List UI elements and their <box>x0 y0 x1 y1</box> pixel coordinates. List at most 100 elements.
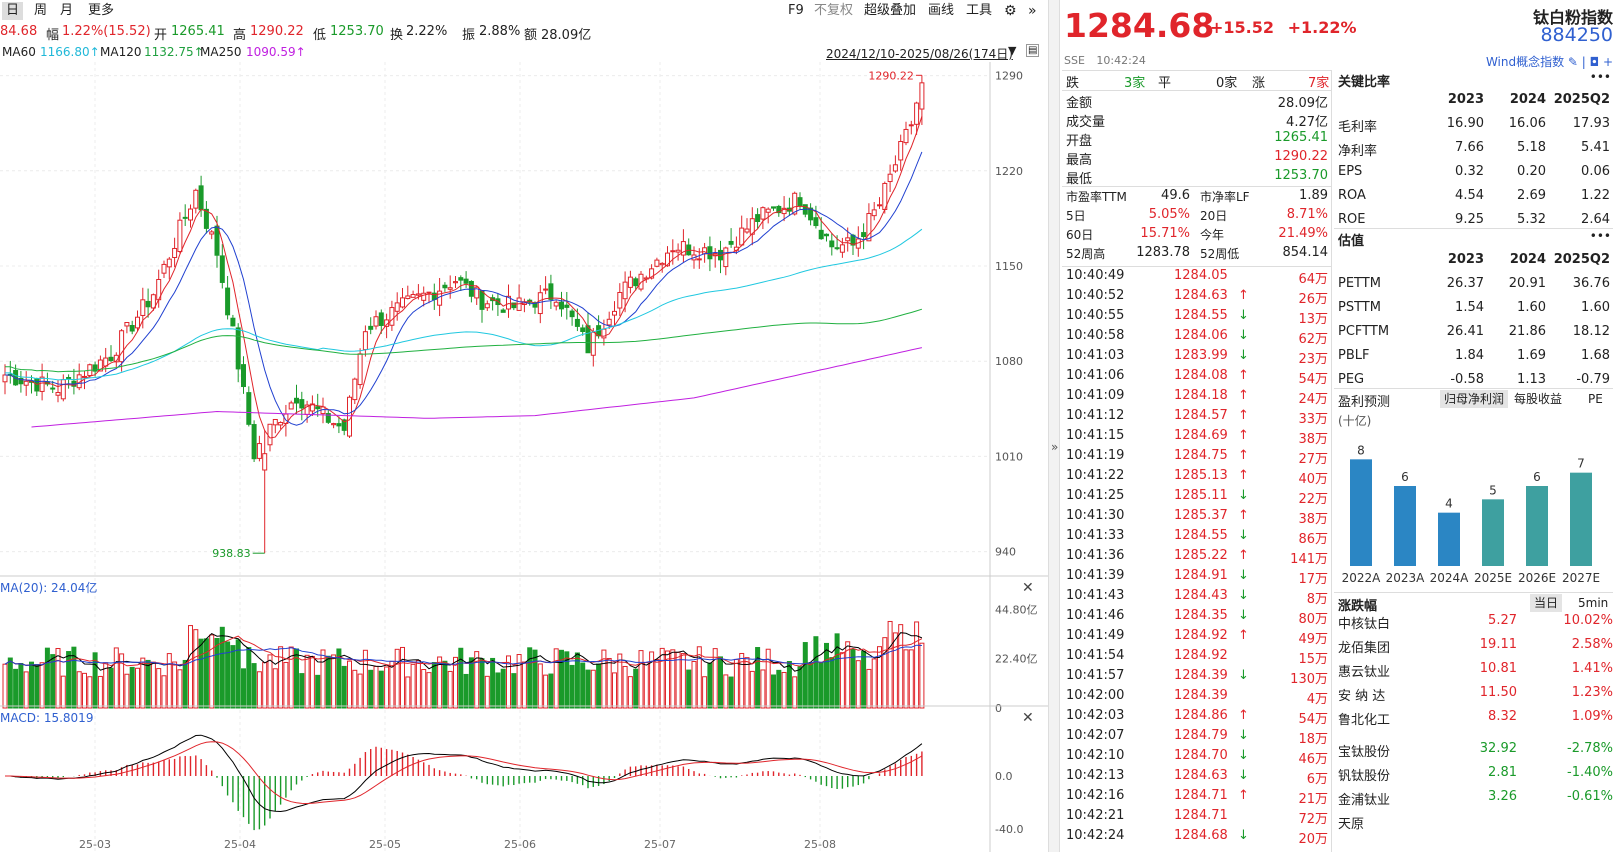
tick-row[interactable]: 10:42:16 1284.71 ↑ 21万 <box>1066 788 1328 808</box>
tools-button[interactable]: 工具 <box>966 3 993 18</box>
tick-row[interactable]: 10:41:57 1284.39 ↓ 130万 <box>1066 668 1328 688</box>
volume-bar <box>495 672 501 709</box>
tick-row[interactable]: 10:41:30 1285.37 ↑ 38万 <box>1066 508 1328 528</box>
tick-volume: 46万 <box>1298 752 1328 767</box>
close-volume-icon[interactable]: ✕ <box>1022 580 1034 596</box>
candle-body <box>569 310 575 318</box>
gear-icon[interactable]: ⚙ <box>1004 3 1017 19</box>
ratio-cell: 5.18 <box>1517 140 1546 155</box>
candle-body <box>267 423 273 446</box>
volume-bar <box>834 633 840 709</box>
mover-row[interactable]: 钒钛股份 2.81 -1.40% <box>1338 765 1613 787</box>
kline-chart[interactable]: 1290 1220 1150 1080 1010 940 1290.22 938.83 MA(2… <box>0 62 1048 852</box>
tick-arrow-icon: ↑ <box>1238 288 1249 303</box>
ratios-more-icon[interactable]: ••• <box>1589 70 1611 84</box>
tick-row[interactable]: 10:42:00 1284.39 4万 <box>1066 688 1328 708</box>
wind-concept-link[interactable]: Wind概念指数 ✎ | ◘ + <box>1485 55 1613 69</box>
tick-row[interactable]: 10:41:12 1284.57 ↑ 33万 <box>1066 408 1328 428</box>
volume-bar <box>670 649 676 709</box>
expand-right-icon[interactable]: » <box>1028 3 1037 19</box>
tick-row[interactable]: 10:40:58 1284.06 ↓ 62万 <box>1066 328 1328 348</box>
candle-body <box>845 237 851 242</box>
period-day-tab[interactable]: 日 <box>2 2 24 20</box>
f9-button[interactable]: F9 <box>788 3 804 18</box>
movers-list[interactable]: 中核钛白 5.27 10.02% 龙佰集团 19.11 2.58% 惠云钛业 10.81 1.4… <box>1334 613 1613 852</box>
date-range-selector[interactable]: 2024/12/10-2025/08/26(174日) <box>826 47 1013 61</box>
tab-pe[interactable]: PE <box>1588 392 1603 406</box>
mover-row[interactable]: 龙佰集团 19.11 2.58% <box>1338 637 1613 659</box>
turnover-value: 2.22% <box>406 24 448 39</box>
volume-bar <box>627 676 633 709</box>
mover-row[interactable]: 惠云钛业 10.81 1.41% <box>1338 661 1613 683</box>
tick-row[interactable]: 10:40:49 1284.05 64万 <box>1066 268 1328 288</box>
candle-body <box>225 287 231 316</box>
mover-row[interactable]: 金浦钛业 3.26 -0.61% <box>1338 789 1613 811</box>
tick-row[interactable]: 10:42:21 1284.71 72万 <box>1066 808 1328 828</box>
unadjusted-button[interactable]: 不复权 <box>814 3 854 18</box>
tick-row[interactable]: 10:41:25 1285.11 ↓ 22万 <box>1066 488 1328 508</box>
volume-ma-label: MA(20): 24.04亿 <box>0 580 97 595</box>
change-value: +15.52 <box>1210 18 1275 37</box>
panel-splitter[interactable] <box>1048 0 1060 852</box>
tab-eps[interactable]: 每股收益 <box>1514 392 1563 406</box>
tick-row[interactable]: 10:41:39 1284.91 ↓ 17万 <box>1066 568 1328 588</box>
valuation-more-icon[interactable]: ••• <box>1589 229 1611 243</box>
tick-row[interactable]: 10:41:43 1284.43 ↓ 8万 <box>1066 588 1328 608</box>
mover-row[interactable]: 安 纳 达 11.50 1.23% <box>1338 685 1613 707</box>
tick-row[interactable]: 10:41:09 1284.18 ↑ 24万 <box>1066 388 1328 408</box>
tick-row[interactable]: 10:41:06 1284.08 ↑ 54万 <box>1066 368 1328 388</box>
tick-row[interactable]: 10:42:24 1284.68 ↓ 20万 <box>1066 828 1328 848</box>
tick-price: 1284.43 <box>1174 588 1228 603</box>
mover-row[interactable]: 中核钛白 5.27 10.02% <box>1338 613 1613 635</box>
tick-row[interactable]: 10:41:33 1284.55 ↓ 86万 <box>1066 528 1328 548</box>
mover-row[interactable]: 宝钛股份 32.92 -2.78% <box>1338 741 1613 763</box>
mover-row[interactable]: 鲁北化工 8.32 1.09% <box>1338 709 1613 731</box>
tick-row[interactable]: 10:41:36 1285.22 ↑ 141万 <box>1066 548 1328 568</box>
tick-row[interactable]: 10:41:46 1284.35 ↓ 80万 <box>1066 608 1328 628</box>
period-month-tab[interactable]: 月 <box>60 3 74 18</box>
volume-bar <box>659 647 665 709</box>
tick-row[interactable]: 10:42:03 1284.86 ↑ 54万 <box>1066 708 1328 728</box>
close-macd-icon[interactable]: ✕ <box>1022 710 1034 726</box>
mover-pct: 1.41% <box>1571 661 1613 676</box>
tab-net-profit[interactable]: 归母净利润 <box>1440 390 1509 408</box>
volume-bar <box>861 650 867 709</box>
period-week-tab[interactable]: 周 <box>34 3 48 18</box>
candle-body <box>654 259 660 267</box>
candle-body <box>193 189 199 209</box>
mover-row[interactable]: 天原 <box>1338 813 1613 835</box>
tick-row[interactable]: 10:42:10 1284.70 ↓ 46万 <box>1066 748 1328 768</box>
tick-time: 10:40:49 <box>1066 268 1125 283</box>
candle-body <box>553 301 559 307</box>
collapse-arrow-icon[interactable]: » <box>1051 440 1059 454</box>
tick-row[interactable]: 10:41:22 1285.13 ↑ 40万 <box>1066 468 1328 488</box>
super-overlay-button[interactable]: 超级叠加 <box>864 3 917 18</box>
tick-row[interactable]: 10:41:19 1284.75 ↑ 27万 <box>1066 448 1328 468</box>
tick-row[interactable]: 10:42:13 1284.63 ↓ 6万 <box>1066 768 1328 788</box>
tab-5min[interactable]: 5min <box>1578 596 1609 610</box>
volume-bar <box>119 653 125 709</box>
tick-row[interactable]: 10:40:55 1284.55 ↓ 13万 <box>1066 308 1328 328</box>
dropdown-triangle-icon[interactable]: ▼ <box>1008 44 1017 57</box>
tick-arrow-icon: ↓ <box>1238 608 1249 623</box>
valuation-cell: -0.58 <box>1450 372 1484 387</box>
ratio-cell: 4.54 <box>1455 188 1484 203</box>
draw-line-button[interactable]: 画线 <box>928 3 955 18</box>
ratio-cell: 0.06 <box>1581 164 1610 179</box>
window-badge-icon[interactable]: ▤ <box>1026 44 1040 57</box>
tick-row[interactable]: 10:41:15 1284.69 ↑ 38万 <box>1066 428 1328 448</box>
tick-arrow-icon: ↓ <box>1238 768 1249 783</box>
tick-row[interactable]: 10:40:52 1284.63 ↑ 26万 <box>1066 288 1328 308</box>
tick-row[interactable]: 10:42:07 1284.79 ↓ 18万 <box>1066 728 1328 748</box>
volume-bar <box>511 673 517 709</box>
volume-bar <box>786 660 792 709</box>
tick-row[interactable]: 10:41:54 1284.92 15万 <box>1066 648 1328 668</box>
tick-row[interactable]: 10:41:49 1284.92 ↑ 49万 <box>1066 628 1328 648</box>
period-more-tab[interactable]: 更多 <box>88 3 115 18</box>
tick-list[interactable]: 10:40:49 1284.05 64万 10:40:52 1284.63 ↑ 26万 10:… <box>1062 268 1332 852</box>
ratio-year-header: 2024 <box>1509 92 1546 107</box>
tick-row[interactable]: 10:41:03 1283.99 ↓ 23万 <box>1066 348 1328 368</box>
tab-today[interactable]: 当日 <box>1530 594 1563 612</box>
tick-volume: 26万 <box>1298 292 1328 307</box>
volume-bar <box>707 662 713 709</box>
